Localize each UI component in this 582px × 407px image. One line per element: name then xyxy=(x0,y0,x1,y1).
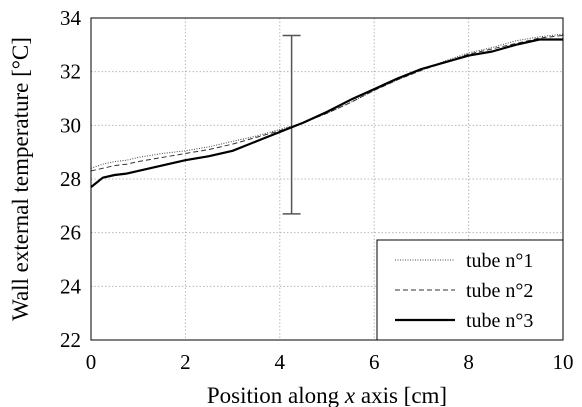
x-axis-label-prefix: Position along xyxy=(207,383,345,407)
legend-label-tube-1: tube n°1 xyxy=(466,250,533,272)
y-tick-label: 30 xyxy=(60,113,81,137)
x-axis-label-variable: x xyxy=(344,383,356,407)
x-tick-label: 8 xyxy=(463,350,474,374)
x-axis-tick-labels: 0 2 4 6 8 10 xyxy=(86,350,574,374)
y-tick-label: 34 xyxy=(60,6,82,30)
x-axis-label-suffix: axis [cm] xyxy=(355,383,447,407)
series-group xyxy=(90,33,564,188)
y-tick-label: 26 xyxy=(60,221,81,245)
y-tick-label: 28 xyxy=(60,167,81,191)
x-tick-label: 0 xyxy=(86,350,97,374)
y-tick-label: 22 xyxy=(60,328,81,352)
legend: tube n°1 tube n°2 tube n°3 xyxy=(376,239,564,341)
plot-area-frame xyxy=(90,17,564,341)
error-bar-group xyxy=(282,34,301,215)
y-axis-tick-labels: 22 24 26 28 30 32 34 xyxy=(60,6,82,352)
x-tick-label: 6 xyxy=(369,350,380,374)
x-tick-label: 2 xyxy=(180,350,191,374)
y-axis-label: Wall external temperature [°C] xyxy=(8,37,33,321)
y-tick-label: 32 xyxy=(60,60,81,84)
legend-label-tube-2: tube n°2 xyxy=(466,280,533,302)
series-line-tube-3 xyxy=(90,38,563,188)
legend-label-tube-3: tube n°3 xyxy=(466,310,533,332)
x-tick-label: 4 xyxy=(275,350,286,374)
x-tick-label: 10 xyxy=(553,350,574,374)
y-tick-label: 24 xyxy=(60,274,82,298)
x-axis-label: Position along x axis [cm] xyxy=(207,383,447,407)
